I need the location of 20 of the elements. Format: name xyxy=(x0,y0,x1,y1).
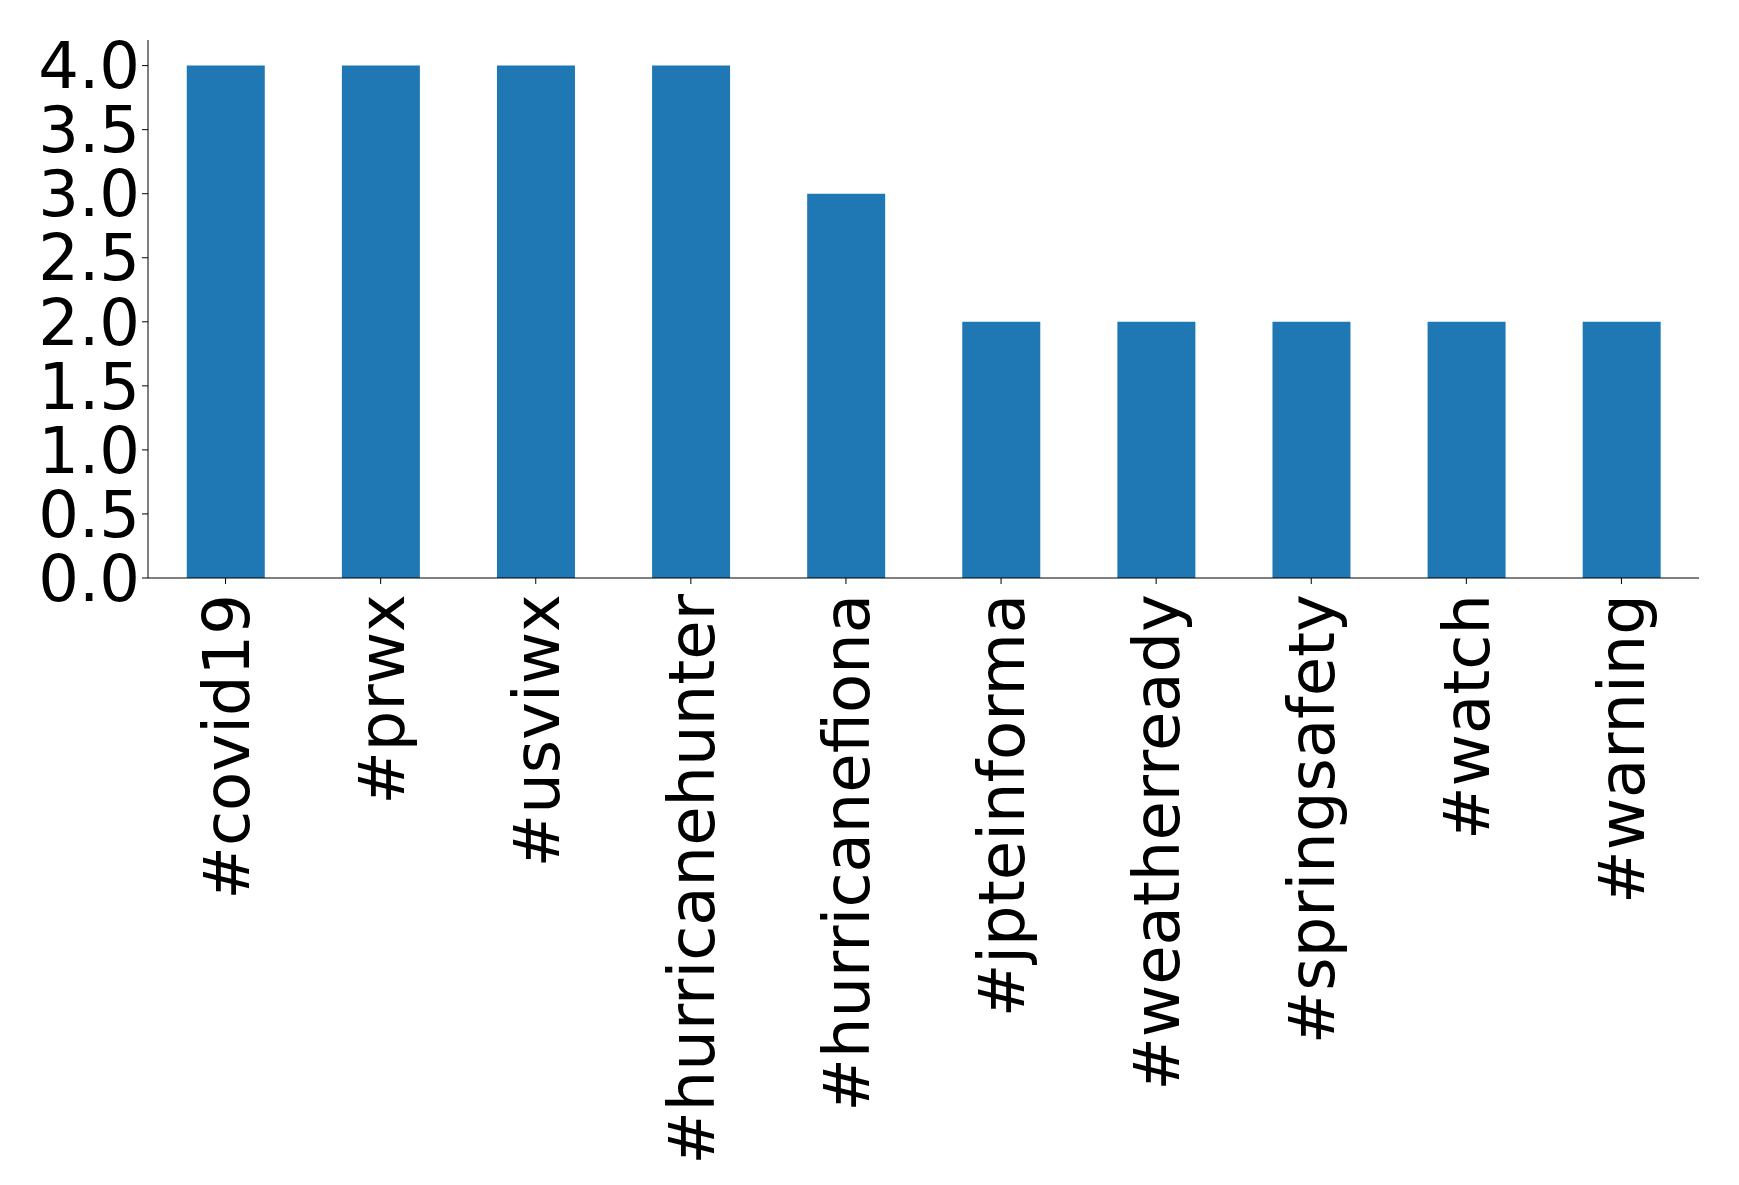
bar xyxy=(1582,321,1661,578)
bar xyxy=(496,65,575,578)
x-tick-label: #covid19 xyxy=(189,594,264,900)
x-tick-label: #prwx xyxy=(344,594,419,805)
bar xyxy=(807,193,886,578)
bar xyxy=(341,65,420,578)
bar xyxy=(1117,321,1196,578)
x-tick-label: #springsafety xyxy=(1275,594,1350,1045)
x-tick-label: #warning xyxy=(1585,594,1660,904)
x-tick-label: #jpteinforma xyxy=(965,594,1040,1018)
x-tick-label: #usviwx xyxy=(499,594,574,868)
x-tick-label: #watch xyxy=(1430,594,1505,841)
bar xyxy=(652,65,731,578)
bar xyxy=(186,65,265,578)
x-tick-label: #hurricanehunter xyxy=(654,593,729,1165)
bar xyxy=(1272,321,1351,578)
x-tick-label: #hurricanefiona xyxy=(809,594,884,1112)
bar xyxy=(962,321,1041,578)
x-tick-label: #weatherready xyxy=(1120,594,1195,1091)
bar xyxy=(1427,321,1506,578)
